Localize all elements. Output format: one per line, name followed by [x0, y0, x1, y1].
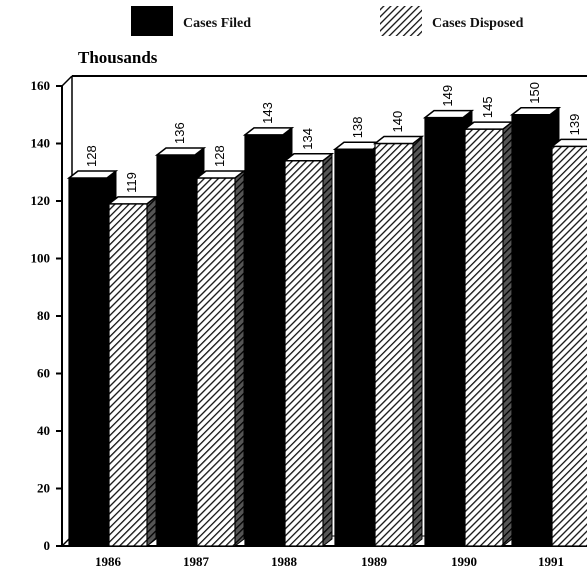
data-label: 139 [567, 114, 582, 136]
bar-front-face [374, 142, 414, 547]
y-unit-label: Thousands [78, 48, 158, 67]
y-tick-label: 0 [44, 538, 51, 553]
bar-side-face [412, 135, 423, 548]
bar-front-face [424, 117, 464, 547]
bar-front-face [156, 154, 196, 547]
y-tick-label: 40 [37, 423, 50, 438]
x-category-label: 1989 [361, 554, 388, 569]
bar-top-face [106, 196, 159, 205]
bar-top-face [372, 135, 425, 145]
x-category-label: 1987 [183, 554, 210, 569]
data-label: 128 [84, 145, 99, 167]
x-axis-labels: 1986 1987 1988 1989 1990 1991 [95, 554, 564, 569]
bar-front-face [196, 177, 236, 547]
bar-side-face [322, 152, 333, 548]
x-category-label: 1988 [271, 554, 298, 569]
y-tick-label: 60 [37, 366, 50, 381]
data-label: 149 [440, 85, 455, 107]
legend-label-disposed: Cases Disposed [432, 16, 524, 31]
data-label: 119 [124, 172, 139, 193]
legend-swatch-disposed [380, 6, 422, 36]
bar-top-face [549, 138, 587, 148]
bar-top-face [509, 107, 562, 116]
data-label: 143 [260, 102, 275, 124]
data-label: 128 [212, 145, 227, 167]
data-label: 150 [527, 82, 542, 104]
x-category-label: 1991 [538, 554, 564, 569]
data-label: 140 [390, 111, 405, 133]
bar-front-face [511, 114, 551, 547]
data-label: 145 [480, 96, 495, 118]
bar-top-face [194, 170, 247, 179]
y-tick-label: 20 [37, 481, 50, 496]
legend-label-filled: Cases Filed [183, 16, 251, 31]
bar-top-face [282, 153, 335, 162]
bar-front-face [68, 177, 108, 547]
bar-front-face [244, 134, 284, 547]
bar-disposed [194, 169, 247, 548]
data-label: 138 [350, 117, 365, 139]
depth-top [61, 75, 73, 87]
data-label: 136 [172, 122, 187, 144]
y-tick-label: 140 [31, 136, 51, 151]
data-label: 134 [300, 128, 315, 150]
bar-front-face [551, 145, 587, 547]
bar-front-face [464, 128, 504, 547]
y-tick-label: 160 [31, 78, 51, 93]
bar-side-face [502, 121, 513, 548]
bars: 128 119 136 128 143 134 138 140 149 145 150 139 [66, 82, 587, 548]
bar-disposed [106, 195, 159, 548]
bar-disposed [372, 135, 425, 548]
bar-side-face [146, 195, 157, 548]
bar-side-face [234, 169, 245, 548]
bar-front-face [108, 203, 148, 547]
legend-swatch-filled [131, 6, 173, 36]
bar-top-face [66, 170, 119, 179]
y-tick-label: 100 [31, 251, 51, 266]
bar-disposed [282, 152, 335, 548]
bar-top-face [422, 109, 475, 119]
bar-top-face [154, 147, 207, 156]
x-category-label: 1986 [95, 554, 122, 569]
bar-disposed [549, 138, 587, 547]
bar-disposed [462, 121, 515, 548]
bar-top-face [242, 127, 295, 136]
y-tick-label: 120 [31, 193, 51, 208]
x-category-label: 1990 [451, 554, 477, 569]
y-tick-label: 80 [37, 308, 50, 323]
y-axis-ticks: 0 20 40 60 80 100 120 140 160 [31, 78, 62, 553]
legend: Cases Filed Cases Disposed [131, 6, 524, 36]
bar-top-face [462, 121, 515, 130]
bar-front-face [334, 148, 374, 547]
bar-front-face [284, 160, 324, 547]
